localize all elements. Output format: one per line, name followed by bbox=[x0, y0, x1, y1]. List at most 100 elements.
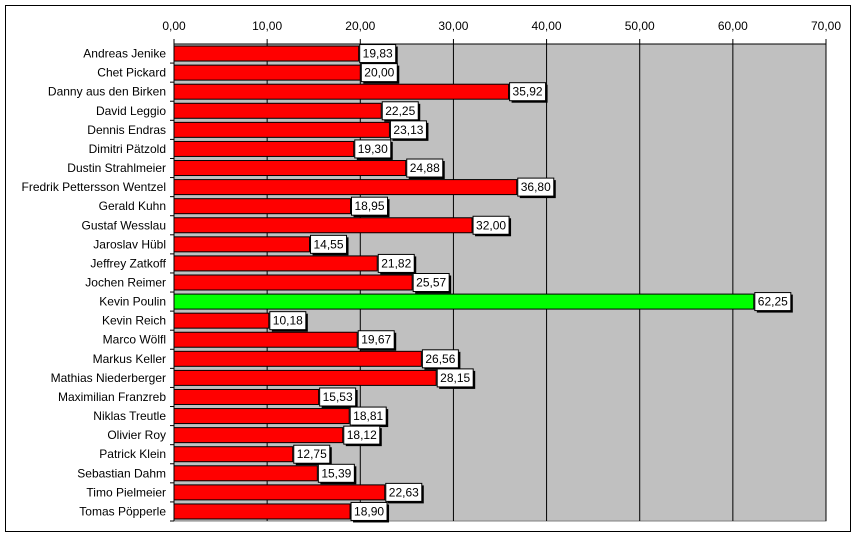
category-label: Andreas Jenike bbox=[83, 47, 166, 61]
data-label-text: 26,56 bbox=[425, 352, 455, 366]
category-label: Niklas Treutle bbox=[93, 409, 166, 423]
data-label-box bbox=[349, 406, 387, 426]
data-label: 36,80 bbox=[517, 177, 556, 199]
category-label: Dennis Endras bbox=[87, 123, 166, 137]
x-tick-label: 70,00 bbox=[811, 19, 841, 33]
data-label-text: 10,18 bbox=[273, 314, 303, 328]
data-label-box bbox=[406, 158, 444, 178]
data-label-text: 22,63 bbox=[389, 485, 419, 499]
data-label-text: 36,80 bbox=[521, 180, 551, 194]
data-label-box bbox=[319, 387, 357, 407]
x-tick-label: 10,00 bbox=[252, 19, 282, 33]
data-label-box bbox=[350, 501, 388, 521]
bar bbox=[173, 160, 407, 177]
bar bbox=[173, 446, 294, 463]
bar bbox=[173, 140, 355, 157]
data-label: 62,25 bbox=[754, 292, 793, 313]
data-label-text: 32,00 bbox=[476, 218, 506, 232]
data-label-box bbox=[385, 482, 423, 502]
data-label-box bbox=[381, 101, 419, 121]
category-label: Dustin Strahlmeier bbox=[67, 161, 166, 175]
data-label: 18,12 bbox=[343, 425, 382, 447]
category-label: Gerald Kuhn bbox=[99, 199, 166, 213]
data-label: 14,55 bbox=[310, 234, 349, 256]
data-label-box bbox=[472, 215, 510, 235]
data-label-box bbox=[269, 311, 307, 331]
data-label-box bbox=[310, 234, 348, 254]
data-label-text: 25,57 bbox=[416, 276, 446, 290]
category-label: Sebastian Dahm bbox=[77, 466, 166, 480]
data-label: 23,13 bbox=[389, 120, 429, 141]
data-label: 19,30 bbox=[354, 139, 393, 160]
data-label-box bbox=[360, 63, 398, 83]
data-label: 32,00 bbox=[472, 215, 512, 237]
bar bbox=[173, 350, 422, 367]
bar bbox=[173, 465, 318, 482]
bar bbox=[173, 217, 473, 234]
data-label-box bbox=[293, 444, 331, 464]
data-label-box bbox=[317, 463, 355, 483]
data-label: 10,18 bbox=[269, 311, 308, 332]
data-label-box bbox=[357, 330, 395, 350]
data-label-text: 18,90 bbox=[354, 504, 384, 518]
category-label: Kevin Poulin bbox=[99, 295, 166, 309]
bar bbox=[173, 198, 352, 215]
data-label-box bbox=[436, 368, 474, 388]
data-label-text: 18,95 bbox=[354, 199, 384, 213]
bar bbox=[173, 388, 320, 405]
data-label-box bbox=[412, 273, 450, 292]
bar bbox=[173, 408, 350, 425]
data-label: 18,90 bbox=[350, 501, 390, 523]
category-label: Danny aus den Birken bbox=[48, 85, 166, 99]
bar bbox=[173, 274, 413, 291]
bar bbox=[173, 45, 360, 62]
data-label: 18,81 bbox=[349, 406, 389, 428]
bar bbox=[173, 83, 510, 100]
data-label-text: 15,53 bbox=[323, 390, 353, 404]
data-label: 24,88 bbox=[406, 158, 445, 180]
category-labels: Andreas Jenike Chet Pickard Danny aus den … bbox=[22, 47, 174, 522]
data-label-text: 19,30 bbox=[358, 142, 388, 156]
data-label: 25,57 bbox=[412, 273, 452, 294]
x-tick-label: 0,00 bbox=[162, 19, 186, 33]
bar bbox=[173, 503, 351, 520]
data-label-box bbox=[421, 349, 459, 369]
data-label-text: 14,55 bbox=[314, 237, 344, 251]
x-tick-label: 40,00 bbox=[532, 19, 562, 33]
data-label: 21,82 bbox=[377, 253, 417, 275]
bar bbox=[173, 312, 270, 329]
data-label-text: 18,81 bbox=[353, 409, 383, 423]
category-label: Chet Pickard bbox=[97, 66, 166, 80]
data-label-box bbox=[377, 253, 415, 273]
bar bbox=[173, 236, 311, 253]
bar bbox=[173, 484, 386, 501]
data-label: 35,92 bbox=[509, 82, 548, 103]
data-label-box bbox=[343, 425, 381, 445]
category-label: Mathias Niederberger bbox=[51, 371, 166, 385]
data-label-box bbox=[754, 292, 792, 312]
data-label-box bbox=[517, 177, 555, 197]
data-label-box bbox=[389, 120, 427, 140]
data-label: 18,95 bbox=[351, 196, 390, 218]
x-tick-label: 30,00 bbox=[438, 19, 468, 33]
x-tick-label: 60,00 bbox=[718, 19, 748, 33]
data-label: 26,56 bbox=[421, 349, 461, 370]
data-label-text: 35,92 bbox=[513, 85, 543, 99]
data-label: 19,83 bbox=[359, 44, 398, 65]
category-label: Fredrik Pettersson Wentzel bbox=[22, 180, 167, 194]
data-labels: 19,83 20,00 35,92 22,25 23,13 19,30 24,88 36,80… bbox=[269, 44, 793, 523]
data-label: 22,63 bbox=[385, 482, 424, 504]
category-label: Jeffrey Zatkoff bbox=[90, 256, 166, 270]
category-label: Tomas Pöpperle bbox=[79, 504, 166, 518]
data-label: 15,39 bbox=[317, 463, 357, 485]
bar bbox=[173, 64, 361, 81]
bar bbox=[173, 179, 518, 196]
data-label-text: 18,12 bbox=[347, 428, 377, 442]
data-label: 22,25 bbox=[381, 101, 421, 122]
x-axis-ticks: 0,00 10,00 20,00 30,00 40,00 50,00 60,00 70,00 bbox=[162, 19, 841, 45]
data-label: 28,15 bbox=[436, 368, 476, 389]
data-label: 12,75 bbox=[293, 444, 332, 466]
data-label-text: 21,82 bbox=[381, 256, 411, 270]
category-label: Markus Keller bbox=[93, 352, 166, 366]
data-label: 20,00 bbox=[360, 63, 400, 84]
